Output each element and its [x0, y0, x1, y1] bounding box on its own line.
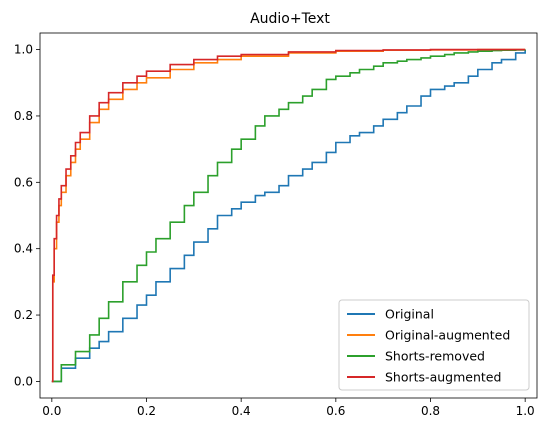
x-tick-label: 0.4	[232, 404, 251, 418]
legend-label-original: Original	[385, 307, 434, 322]
y-tick-label: 0.6	[14, 175, 33, 189]
legend-label-original-augmented: Original-augmented	[385, 328, 510, 343]
legend-label-shorts-removed: Shorts-removed	[385, 349, 485, 364]
x-tick-label: 0.0	[42, 404, 61, 418]
y-tick-label: 0.0	[14, 374, 33, 388]
series-layer	[51, 48, 526, 383]
series-line-original	[51, 49, 526, 383]
chart-title: Audio+Text	[250, 11, 330, 27]
x-axis: 0.0 0.2 0.4 0.6 0.8 1.0	[42, 398, 535, 418]
legend-label-shorts-augmented: Shorts-augmented	[385, 370, 501, 385]
y-tick-label: 1.0	[14, 43, 33, 57]
y-tick-label: 0.2	[14, 308, 33, 322]
x-tick-label: 1.0	[516, 404, 535, 418]
x-tick-label: 0.8	[421, 404, 440, 418]
y-axis: 0.0 0.2 0.4 0.6 0.8 1.0	[14, 43, 40, 388]
legend-box	[338, 299, 530, 391]
y-tick-label: 0.8	[14, 109, 33, 123]
legend: Original Original-augmented Shorts-removed…	[338, 299, 530, 391]
series-line-shorts-removed	[51, 49, 526, 383]
y-tick-label: 0.4	[14, 242, 33, 256]
x-tick-label: 0.2	[137, 404, 156, 418]
series-line-shorts-augmented	[51, 48, 526, 383]
x-tick-label: 0.6	[326, 404, 345, 418]
